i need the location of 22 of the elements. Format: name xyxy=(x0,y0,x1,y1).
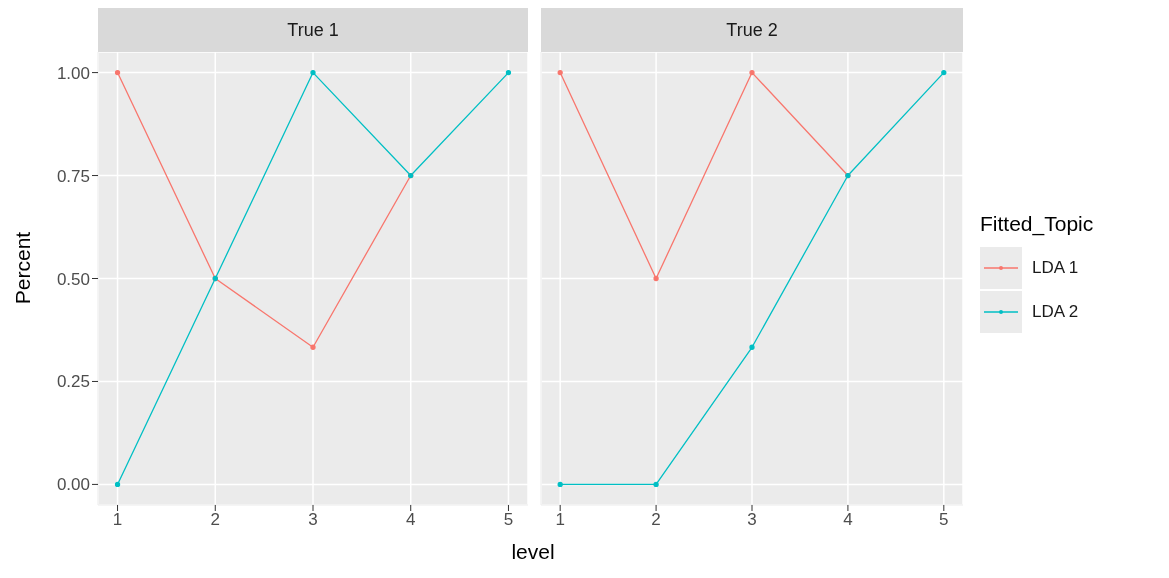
legend-label: LDA 2 xyxy=(1032,302,1079,322)
y-axis-title: Percent xyxy=(11,231,35,305)
y-tick-label: 0.00 xyxy=(56,475,90,495)
y-tick-label: 0.75 xyxy=(56,166,90,186)
x-tick-label: 1 xyxy=(555,510,565,530)
y-tick-label: 0.50 xyxy=(56,269,90,289)
legend-label: LDA 1 xyxy=(1032,258,1079,278)
x-tick-label: 5 xyxy=(503,510,514,530)
x-tick-label: 3 xyxy=(747,510,757,530)
x-tick-label: 2 xyxy=(651,510,661,530)
chart-title: True 2 xyxy=(541,8,963,52)
x-tick-label: 1 xyxy=(112,510,123,530)
x-tick-label: 4 xyxy=(843,510,853,530)
x-tick-label: 4 xyxy=(405,510,416,530)
chart-title: True 1 xyxy=(98,8,528,52)
x-tick-label: 5 xyxy=(939,510,949,530)
y-tick-label: 0.25 xyxy=(56,372,90,392)
y-tick-label: 1.00 xyxy=(56,63,90,83)
x-axis-title: level xyxy=(510,540,556,564)
x-tick-label: 3 xyxy=(308,510,318,530)
legend-title: Fitted_Topic xyxy=(980,212,1094,236)
x-tick-label: 2 xyxy=(210,510,221,530)
